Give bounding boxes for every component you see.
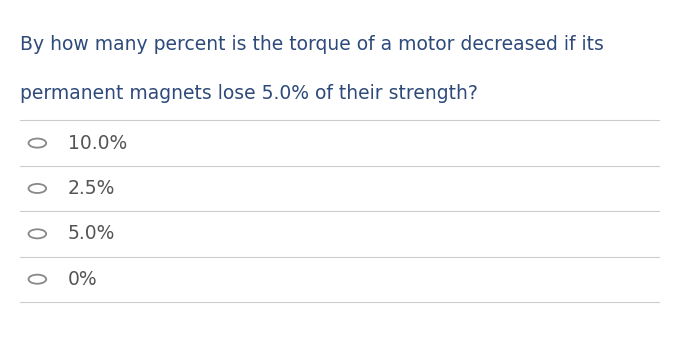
Text: 5.0%: 5.0% bbox=[68, 224, 115, 243]
Text: 0%: 0% bbox=[68, 270, 98, 289]
Text: 2.5%: 2.5% bbox=[68, 179, 115, 198]
Text: 10.0%: 10.0% bbox=[68, 134, 127, 153]
Text: By how many percent is the torque of a motor decreased if its: By how many percent is the torque of a m… bbox=[20, 35, 604, 54]
Text: permanent magnets lose 5.0% of their strength?: permanent magnets lose 5.0% of their str… bbox=[20, 84, 478, 103]
